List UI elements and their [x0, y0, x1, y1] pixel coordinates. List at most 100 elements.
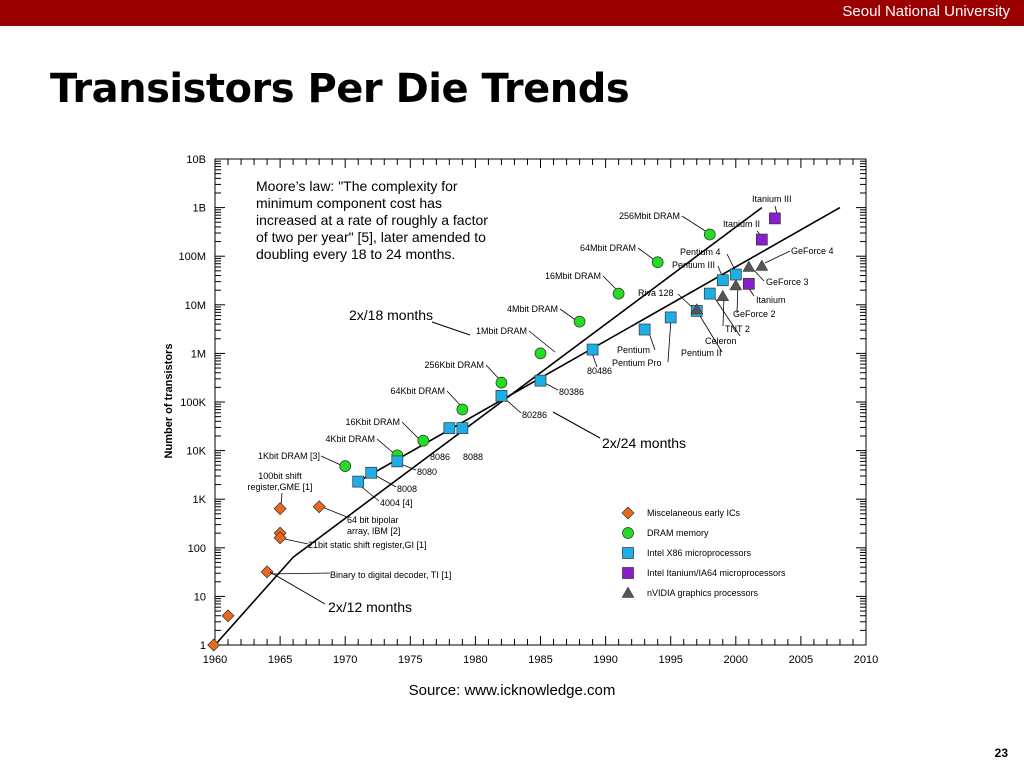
point-label: GeForce 2 [733, 309, 776, 319]
point-square [365, 466, 378, 479]
legend: Miscelaneous early ICs DRAM memory Intel X… [621, 506, 786, 598]
point-diamond [207, 638, 221, 652]
point-label: 64Mbit DRAM [580, 243, 636, 253]
point-label: Celeron [705, 336, 737, 346]
point-square [534, 374, 547, 387]
point-diamond [312, 500, 326, 514]
data-points [207, 212, 781, 652]
point-label: Pentium II [681, 348, 722, 358]
leader-line [722, 295, 725, 327]
y-tick-label: 100K [180, 397, 206, 409]
source-caption: Source: www.icknowledge.com [408, 682, 616, 699]
point-label: 4004 [4] [380, 498, 413, 508]
y-tick-label: 10M [185, 300, 206, 312]
point-label: 1Kbit DRAM [3] [258, 451, 320, 461]
point-label: 8008 [397, 484, 417, 494]
point-label: 4Mbit DRAM [507, 304, 558, 314]
trend-lines [214, 206, 841, 646]
point-label: 8088 [463, 452, 483, 462]
point-label: Itanium III [752, 194, 792, 204]
point-label: 1Mbit DRAM [476, 326, 527, 336]
point-triangle [755, 259, 769, 271]
point-label: 80386 [559, 387, 584, 397]
x-tick-label: 1975 [398, 654, 422, 666]
point-label: TNT 2 [725, 324, 750, 334]
trend-label-leader [431, 321, 471, 336]
point-square [443, 422, 456, 434]
trend-label-leader [552, 411, 601, 439]
x-tick-label: 1990 [593, 654, 617, 666]
slide-title: Transistors Per Die Trends [50, 66, 630, 112]
point-label: Pentium III [672, 260, 715, 270]
x-tick-label: 2005 [789, 654, 813, 666]
point-label: 8086 [430, 452, 450, 462]
trend-label-1: 2x/12 months [328, 599, 412, 615]
point-triangle [716, 289, 730, 301]
point-label: Binary to digital decoder, TI [1] [330, 570, 451, 580]
point-label: Itanium II [723, 219, 760, 229]
point-circle [339, 460, 352, 472]
point-diamond [273, 502, 287, 516]
trend-line-1 [214, 556, 294, 646]
point-label-line: 64 bit bipolar [347, 515, 399, 525]
y-tick-label: 1 [200, 640, 206, 652]
point-circle [456, 403, 469, 416]
point-circle [651, 256, 664, 269]
point-label-line: array, IBM [2] [347, 526, 400, 536]
point-label: 256Kbit DRAM [424, 360, 484, 370]
axis-ticks [214, 158, 867, 646]
point-label: 8080 [417, 467, 437, 477]
leader-line [667, 318, 672, 363]
legend-entry: Miscelaneous early ICs [647, 508, 741, 518]
point-label: 16Kbit DRAM [345, 417, 400, 427]
moore-law-text: doubling every 18 to 24 months. [256, 246, 455, 262]
point-circle [573, 315, 586, 328]
point-label: Pentium [617, 345, 650, 355]
x-tick-label: 1960 [203, 654, 227, 666]
legend-entry: nVIDIA graphics processors [647, 588, 759, 598]
leader-line [699, 315, 723, 353]
point-label: 4Kbit DRAM [325, 434, 375, 444]
point-square [729, 268, 742, 281]
y-tick-label: 10B [186, 154, 206, 166]
trend-line-3 [357, 206, 841, 483]
point-triangle [690, 303, 704, 315]
point-labels: Binary to digital decoder, TI [1] 21bit s… [247, 194, 833, 580]
y-axis-label: Number of transistors [163, 344, 175, 459]
legend-marker [621, 506, 635, 520]
point-square [495, 389, 508, 402]
point-label: 256Mbit DRAM [619, 211, 680, 221]
point-label: Pentium Pro [612, 358, 662, 368]
header-bar: Seoul National University [0, 0, 1024, 26]
leader-line [559, 308, 578, 322]
point-label-line: 100bit shift [258, 471, 302, 481]
leader-line [267, 572, 331, 575]
point-label: 80486 [587, 366, 612, 376]
point-label: 64 bit bipolar array, IBM [2] [347, 515, 400, 536]
leader-line [320, 455, 344, 467]
leader-line [401, 421, 421, 441]
leader-line [764, 250, 791, 264]
point-label: 21bit static shift register,GI [1] [308, 540, 427, 550]
point-label: 16Mbit DRAM [545, 271, 601, 281]
moore-law-text: Moore’s law: "The complexity for [256, 178, 458, 194]
trend-label-2: 2x/18 months [349, 307, 433, 323]
point-label: Itanium [756, 295, 786, 305]
point-circle [495, 376, 508, 389]
legend-entry: DRAM memory [647, 528, 709, 538]
x-tick-label: 1995 [658, 654, 682, 666]
point-square [769, 212, 781, 225]
point-square [586, 343, 599, 356]
point-square [755, 233, 768, 246]
point-circle [417, 434, 430, 447]
leader-line [713, 296, 741, 337]
x-tick-label: 1965 [268, 654, 292, 666]
point-square [742, 277, 755, 290]
point-label: Riva 128 [638, 288, 674, 298]
moore-law-text: increased at a rate of roughly a factor [256, 212, 488, 228]
legend-marker [622, 547, 634, 559]
point-label: GeForce 4 [791, 246, 834, 256]
y-tick-label: 10K [186, 446, 206, 458]
moore-law-text: of two per year" [5], later amended to [256, 229, 486, 245]
leader-line [528, 330, 556, 353]
